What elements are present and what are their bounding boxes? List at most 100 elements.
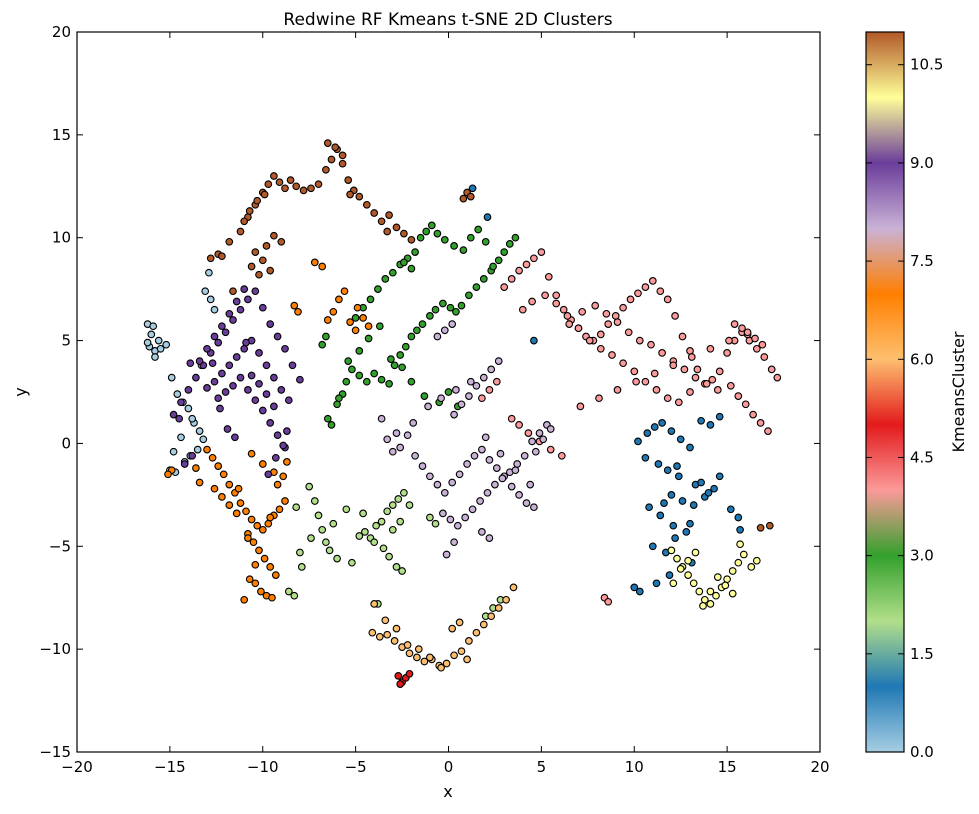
- data-point-cluster-8: [450, 410, 458, 419]
- data-point-cluster-7: [203, 445, 211, 454]
- data-point-cluster-2: [392, 563, 401, 571]
- data-point-cluster-4: [726, 381, 735, 390]
- data-point-cluster-11: [331, 143, 340, 152]
- data-point-cluster-3: [401, 342, 410, 351]
- data-point-cluster-4: [507, 414, 516, 423]
- data-point-cluster-3: [466, 233, 475, 242]
- data-point-cluster-1: [671, 534, 679, 542]
- data-point-cluster-2: [290, 591, 299, 600]
- data-point-cluster-11: [253, 196, 262, 205]
- x-tick-label: −20: [61, 758, 93, 776]
- data-point-cluster-9: [266, 419, 275, 427]
- data-point-cluster-3: [446, 303, 455, 312]
- data-point-cluster-10: [712, 591, 720, 600]
- data-point-cluster-2: [284, 587, 293, 596]
- data-point-cluster-4: [691, 373, 700, 382]
- data-point-cluster-7: [214, 462, 223, 470]
- data-point-cluster-3: [411, 248, 419, 256]
- data-point-cluster-4: [713, 386, 722, 394]
- data-point-cluster-4: [743, 328, 752, 337]
- data-point-cluster-11: [370, 209, 379, 217]
- data-point-cluster-0: [162, 340, 171, 349]
- data-point-cluster-10: [691, 548, 700, 557]
- data-point-cluster-9: [195, 357, 204, 365]
- data-point-cluster-8: [530, 503, 538, 512]
- data-point-cluster-4: [680, 365, 689, 374]
- data-point-cluster-1: [660, 499, 668, 507]
- chart-title: Redwine RF Kmeans t-SNE 2D Clusters: [283, 10, 612, 30]
- data-point-cluster-6: [426, 653, 434, 662]
- data-point-cluster-3: [431, 305, 440, 314]
- data-point-cluster-9: [225, 309, 234, 318]
- data-point-cluster-10: [706, 600, 715, 608]
- data-point-cluster-8: [483, 488, 492, 497]
- x-tick-label: 20: [810, 758, 829, 776]
- data-point-cluster-1: [634, 437, 642, 446]
- data-point-cluster-9: [270, 402, 278, 411]
- data-point-cluster-2: [426, 513, 434, 522]
- data-point-cluster-4: [678, 332, 687, 341]
- data-point-cluster-10: [667, 546, 676, 555]
- data-point-cluster-4: [764, 427, 772, 435]
- data-point-cluster-0: [143, 338, 152, 347]
- data-point-cluster-2: [318, 525, 327, 534]
- data-point-cluster-3: [481, 237, 490, 246]
- data-point-cluster-6: [450, 651, 458, 660]
- data-point-cluster-11: [344, 176, 353, 184]
- data-point-cluster-3: [375, 322, 384, 331]
- data-point-cluster-8: [546, 425, 555, 433]
- data-point-cluster-11: [338, 151, 347, 160]
- data-point-cluster-5: [405, 669, 414, 678]
- data-point-cluster-4: [619, 303, 627, 312]
- data-point-cluster-4: [708, 375, 717, 384]
- data-point-cluster-8: [507, 482, 516, 491]
- data-point-cluster-4: [656, 287, 665, 296]
- data-point-cluster-9: [262, 390, 271, 398]
- data-point-cluster-1: [530, 336, 538, 345]
- data-point-cluster-4: [611, 312, 620, 320]
- data-point-cluster-3: [348, 365, 356, 374]
- data-point-cluster-3: [479, 275, 488, 283]
- y-axis-ticks: −15 −10 −5 0 5 10 15 20: [39, 23, 820, 761]
- data-point-cluster-4: [576, 402, 585, 411]
- data-point-cluster-11: [270, 172, 278, 180]
- data-point-cluster-3: [351, 314, 360, 322]
- data-point-cluster-10: [728, 589, 737, 598]
- data-point-cluster-3: [387, 355, 395, 363]
- data-point-cluster-8: [535, 429, 544, 437]
- data-point-cluster-11: [286, 176, 295, 184]
- data-point-cluster-3: [416, 233, 425, 242]
- data-point-cluster-2: [383, 507, 392, 516]
- data-point-cluster-2: [431, 519, 440, 528]
- x-tick-label: −15: [154, 758, 186, 776]
- data-point-cluster-2: [398, 567, 406, 575]
- data-point-cluster-11: [362, 200, 371, 209]
- y-tick-label: 15: [52, 126, 71, 144]
- data-point-cluster-9: [240, 344, 249, 353]
- data-point-cluster-4: [730, 320, 739, 328]
- y-tick-label: −10: [39, 640, 71, 658]
- data-point-cluster-7: [225, 501, 234, 509]
- data-point-cluster-2: [372, 521, 380, 530]
- data-point-cluster-3: [396, 351, 405, 359]
- data-point-cluster-4: [485, 386, 494, 394]
- data-point-cluster-11: [299, 186, 308, 195]
- data-point-cluster-4: [634, 289, 642, 298]
- x-tick-label: 5: [537, 758, 547, 776]
- data-point-cluster-11: [355, 192, 364, 201]
- data-point-cluster-4: [591, 301, 600, 310]
- data-point-cluster-2: [388, 501, 397, 509]
- data-point-cluster-9: [283, 427, 291, 435]
- data-point-cluster-4: [756, 419, 765, 427]
- data-point-cluster-3: [465, 291, 473, 300]
- data-point-cluster-9: [244, 386, 252, 394]
- data-point-cluster-8: [468, 505, 477, 514]
- data-point-cluster-7: [281, 497, 289, 505]
- data-point-cluster-9: [186, 359, 195, 368]
- data-point-cluster-9: [169, 410, 178, 419]
- data-point-cluster-3: [444, 388, 453, 396]
- data-point-cluster-7: [271, 571, 280, 579]
- data-point-cluster-3: [366, 295, 375, 304]
- data-point-cluster-8: [433, 480, 442, 489]
- data-point-cluster-0: [149, 322, 158, 331]
